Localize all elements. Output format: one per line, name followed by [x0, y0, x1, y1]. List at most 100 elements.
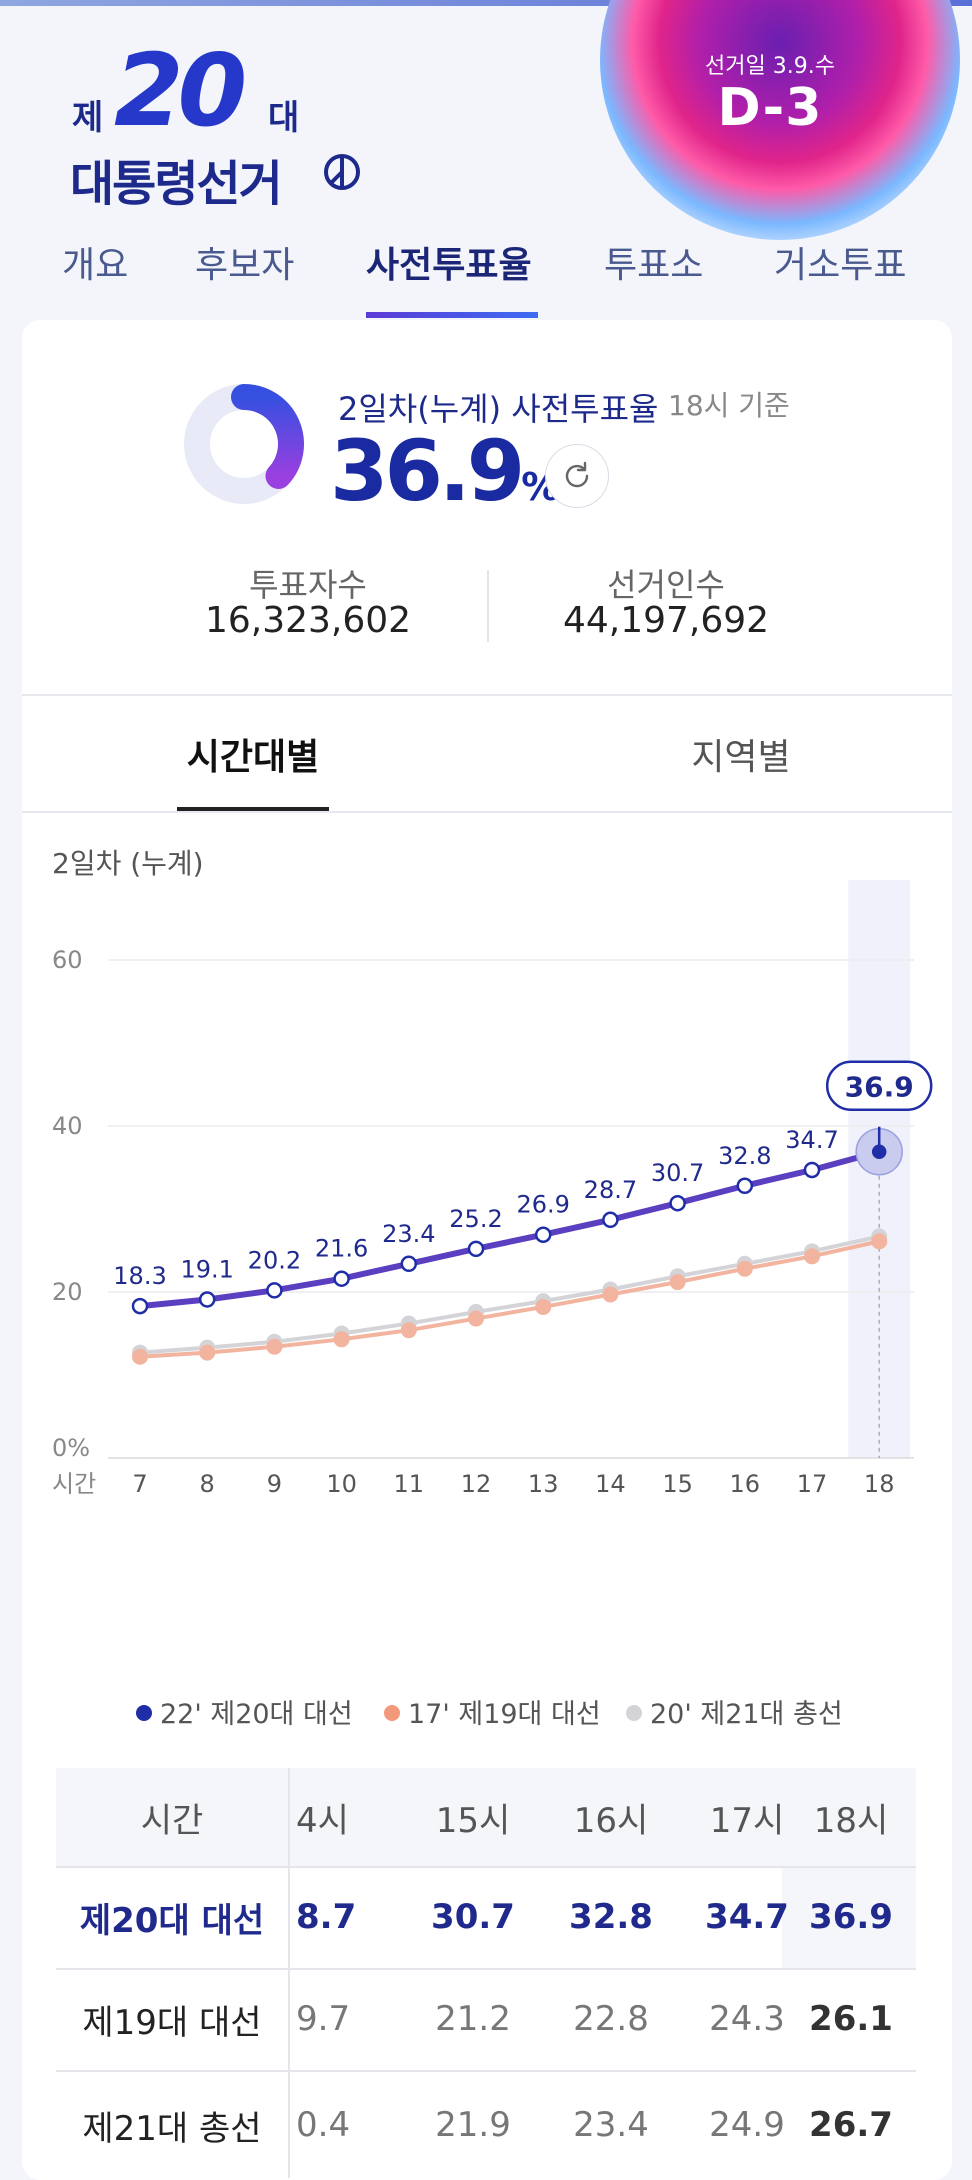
electorate-label: 선거인수 [607, 566, 725, 604]
table-row-divider [56, 2070, 916, 2072]
tab-active-indicator [177, 807, 329, 811]
logo-suffix: 대 [268, 98, 300, 138]
data-point-1 [736, 1260, 753, 1277]
table-cell: 30.7 [431, 1897, 515, 1937]
data-point-1 [871, 1233, 888, 1250]
data-label: 30.7 [651, 1159, 704, 1187]
table-cell: 24.3 [709, 1999, 785, 2039]
data-label: 19.1 [180, 1255, 233, 1283]
data-point-main [871, 1144, 887, 1159]
chart-title: 2일차 (누계) [52, 847, 204, 880]
data-point-main [198, 1291, 216, 1308]
turnout-table: 시간 4시 15시 16시 17시 18시 제20대 대선 8.7 30.7 32.8 34.7 36… [56, 1768, 916, 2178]
table-header-cell: 시간 [140, 1800, 204, 1841]
table-row-divider [56, 1866, 916, 1868]
section-divider [22, 694, 952, 696]
callout-value: 36.9 [845, 1071, 914, 1104]
data-point-1 [535, 1298, 552, 1315]
y-tick-label: 40 [52, 1112, 83, 1140]
x-tick-label: 13 [528, 1470, 559, 1498]
data-point-1 [468, 1310, 484, 1327]
table-cell: 34.7 [705, 1897, 789, 1937]
table-cell: 0.4 [296, 2105, 351, 2145]
legend-label: 20' 제21대 총선 [650, 1699, 843, 1730]
nav-tab-polling-places[interactable]: 투표소 [604, 245, 704, 286]
table-row-label: 제21대 총선 [82, 2108, 262, 2149]
table-row-divider [56, 1968, 916, 1970]
legend-dot [626, 1704, 642, 1721]
y-tick-label: 60 [52, 946, 83, 974]
table-cell: 22.8 [573, 1999, 649, 2039]
logo-number: 20 [114, 32, 247, 149]
data-point-1 [602, 1286, 619, 1303]
top-accent-line [0, 0, 972, 6]
y-tick-label: 0% [52, 1434, 90, 1462]
data-point-main [400, 1255, 418, 1273]
table-header-cell: 16시 [573, 1800, 649, 1841]
data-label: 23.4 [382, 1220, 435, 1248]
x-tick-label: 16 [730, 1470, 761, 1498]
refresh-icon [565, 461, 589, 488]
legend-item-20th: 22' 제20대 대선 [136, 1692, 353, 1731]
nav-tab-absentee[interactable]: 거소투표 [774, 245, 907, 286]
election-day-label: 선거일 3.9.수 [705, 54, 835, 79]
data-point-main [602, 1211, 619, 1229]
tab-by-time[interactable]: 시간대별 [186, 737, 320, 778]
data-label: 32.8 [718, 1142, 771, 1170]
data-point-1 [333, 1331, 350, 1348]
x-tick-label: 18 [864, 1470, 895, 1498]
table-column-divider [288, 1768, 290, 2178]
legend-dot [384, 1704, 400, 1721]
x-tick-label: 14 [595, 1470, 626, 1498]
header: 선거일 3.9.수 D-3 제 20 대 대통령선거 개요 후보자 사전투표율 … [0, 0, 972, 320]
x-tick-label: 10 [326, 1470, 357, 1498]
electorate-value: 44,197,692 [562, 600, 770, 641]
table-cell: 26.1 [809, 1999, 893, 2039]
chart-legend: 22' 제20대 대선 17' 제19대 대선 20' 제21대 총선 [22, 1692, 952, 1732]
table-cell: 36.9 [809, 1897, 893, 1937]
data-point-1 [132, 1348, 148, 1365]
data-point-1 [199, 1344, 216, 1361]
data-point-main [467, 1240, 485, 1258]
main-nav: 개요 후보자 사전투표율 투표소 거소투표 [0, 236, 972, 318]
x-tick-label: 17 [797, 1470, 828, 1498]
data-point-main [333, 1270, 350, 1287]
rate-title: 2일차(누계) 사전투표율 [338, 390, 659, 428]
table-cell: 9.7 [296, 1999, 351, 2039]
y-tick-label: 20 [52, 1278, 83, 1306]
legend-item-21st-general: 20' 제21대 총선 [626, 1692, 843, 1731]
data-label: 34.7 [785, 1126, 838, 1154]
nav-active-indicator [366, 312, 538, 318]
series-line-main [139, 1148, 880, 1310]
logo-prefix: 제 [72, 98, 104, 138]
early-voting-card: 2일차(누계) 사전투표율 18시 기준 36.9% 투표자수 16,323,6… [22, 320, 952, 2180]
voters-value: 16,323,602 [204, 600, 412, 641]
series-line-1 [139, 1239, 880, 1359]
table-cell: 26.7 [809, 2105, 893, 2145]
table-cell: 21.2 [435, 1999, 511, 2039]
x-tick-label: 7 [132, 1470, 147, 1498]
legend-dot [136, 1704, 152, 1721]
nav-tab-early-voting[interactable]: 사전투표율 [366, 245, 532, 286]
data-label: 18.3 [113, 1262, 166, 1290]
turnout-rate: 36.9% [330, 422, 559, 520]
x-axis-label: 시간 [52, 1470, 96, 1498]
x-tick-label: 12 [461, 1470, 492, 1498]
data-point-main [803, 1161, 821, 1179]
nav-tab-candidates[interactable]: 후보자 [195, 245, 295, 286]
turnout-donut [184, 384, 304, 504]
data-label: 28.7 [584, 1176, 637, 1204]
rate-basis-time: 18시 기준 [668, 389, 790, 422]
data-label: 21.6 [315, 1235, 368, 1263]
x-tick-label: 9 [267, 1470, 282, 1498]
tab-by-region[interactable]: 지역별 [691, 737, 791, 778]
legend-label: 17' 제19대 대선 [408, 1699, 601, 1730]
x-tick-label: 11 [394, 1470, 425, 1498]
nav-tab-overview[interactable]: 개요 [62, 245, 129, 286]
table-header-cell: 18시 [813, 1800, 889, 1841]
turnout-line-chart: 0%20406080시간78910111213141516171818.319.… [52, 880, 933, 1498]
refresh-button[interactable] [545, 444, 609, 508]
data-label: 26.9 [516, 1191, 569, 1219]
table-current-column-highlight [782, 1866, 916, 1968]
data-label: 25.2 [449, 1205, 502, 1233]
